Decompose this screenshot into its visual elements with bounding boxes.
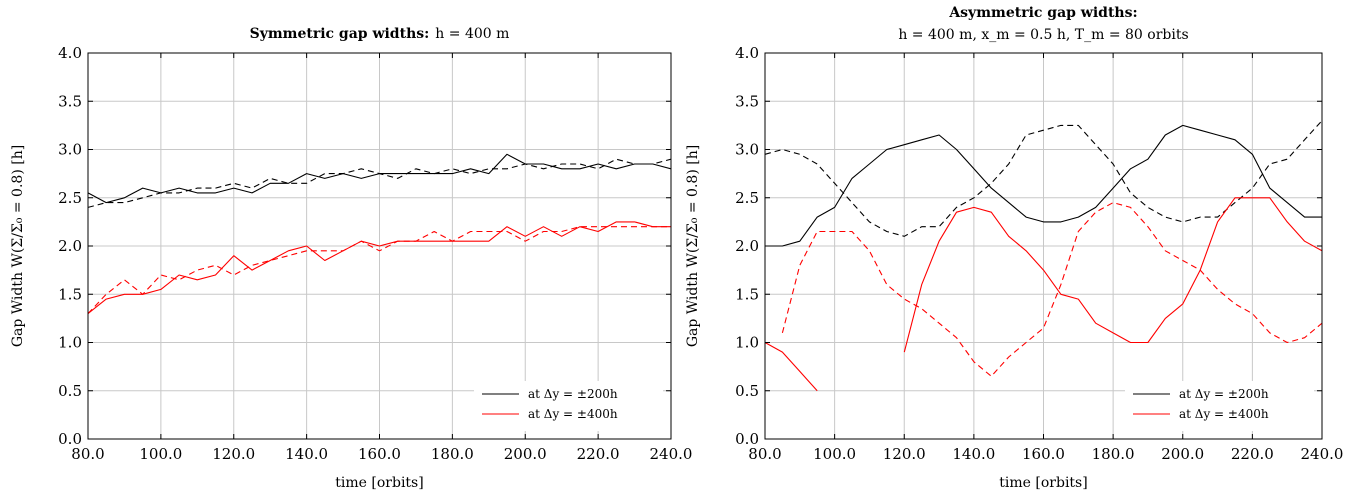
series-line-0	[765, 124, 1322, 247]
x-tick-label: 180.0	[431, 445, 474, 463]
x-tick-label: 120.0	[883, 445, 926, 463]
y-tick-label: 3.5	[58, 92, 82, 110]
y-tick-label: 3.0	[58, 141, 82, 159]
x-axis-label: time [orbits]	[999, 475, 1087, 491]
x-tick-label: 120.0	[212, 445, 255, 463]
x-tick-label: 220.0	[577, 445, 620, 463]
y-tick-label: 0.5	[735, 382, 759, 400]
y-tick-label: 1.5	[735, 285, 759, 303]
series-group	[765, 120, 1322, 392]
legend-label-1: at Δy = ±400h	[528, 407, 618, 421]
x-tick-label: 80.0	[748, 445, 781, 463]
x-tick-label: 160.0	[358, 445, 401, 463]
x-tick-label: 140.0	[952, 445, 995, 463]
legend-label-1: at Δy = ±400h	[1179, 407, 1269, 421]
x-tick-label: 180.0	[1092, 445, 1135, 463]
y-tick-label: 3.0	[735, 141, 759, 159]
x-tick-label: 240.0	[1301, 445, 1344, 463]
legend-label-0: at Δy = ±200h	[1179, 387, 1269, 401]
y-tick-label: 2.5	[735, 189, 759, 207]
chart-title-bold: Asymmetric gap widths:	[948, 5, 1137, 21]
y-tick-label: 0.5	[58, 382, 82, 400]
x-tick-label: 200.0	[1161, 445, 1204, 463]
y-tick-label: 1.0	[735, 334, 759, 352]
legend-box	[1125, 381, 1314, 431]
y-axis-label: Gap Width W(Σ/Σ₀ = 0.8) [h]	[10, 145, 26, 347]
series-line-1	[765, 120, 1322, 237]
x-tick-label: 140.0	[285, 445, 328, 463]
chart-title-rest: h = 400 m	[435, 26, 509, 42]
series-line-3	[88, 226, 671, 314]
chart-title: Symmetric gap widths: h = 400 m	[250, 26, 510, 42]
x-tick-label: 240.0	[650, 445, 693, 463]
series-line-2	[765, 197, 1322, 392]
y-tick-label: 4.0	[735, 44, 759, 62]
series-group	[88, 153, 671, 315]
legend-box	[474, 381, 663, 431]
x-tick-label: 100.0	[813, 445, 856, 463]
symmetric-gap-width-chart: 80.0 100.0 120.0 140.0 160.0 180.0 200.0 220.0 2…	[10, 26, 692, 491]
y-tick-label: 2.0	[58, 237, 82, 255]
x-tick-label: 200.0	[504, 445, 547, 463]
y-tick-label: 4.0	[58, 44, 82, 62]
chart-title: Asymmetric gap widths:	[948, 5, 1137, 21]
chart-subtitle: h = 400 m, x_m = 0.5 h, T_m = 80 orbits	[898, 27, 1188, 43]
y-tick-label: 2.5	[58, 189, 82, 207]
x-tick-label: 80.0	[71, 445, 104, 463]
asymmetric-gap-width-chart: 80.0 100.0 120.0 140.0 160.0 180.0 200.0 220.0 2…	[685, 5, 1343, 491]
y-axis-label: Gap Width W(Σ/Σ₀ = 0.8) [h]	[685, 145, 701, 347]
y-tick-label: 0.0	[58, 430, 82, 448]
y-tick-label: 1.5	[58, 285, 82, 303]
y-tick-label: 0.0	[735, 430, 759, 448]
legend-label-0: at Δy = ±200h	[528, 387, 618, 401]
y-tick-label: 3.5	[735, 92, 759, 110]
series-line-1	[88, 158, 671, 208]
x-tick-label: 160.0	[1022, 445, 1065, 463]
x-axis-label: time [orbits]	[335, 475, 423, 491]
x-tick-label: 100.0	[139, 445, 182, 463]
y-tick-label: 2.0	[735, 237, 759, 255]
y-tick-label: 1.0	[58, 334, 82, 352]
series-line-3	[781, 202, 1322, 377]
chart-title-bold: Symmetric gap widths:	[250, 26, 430, 42]
x-tick-label: 220.0	[1231, 445, 1274, 463]
